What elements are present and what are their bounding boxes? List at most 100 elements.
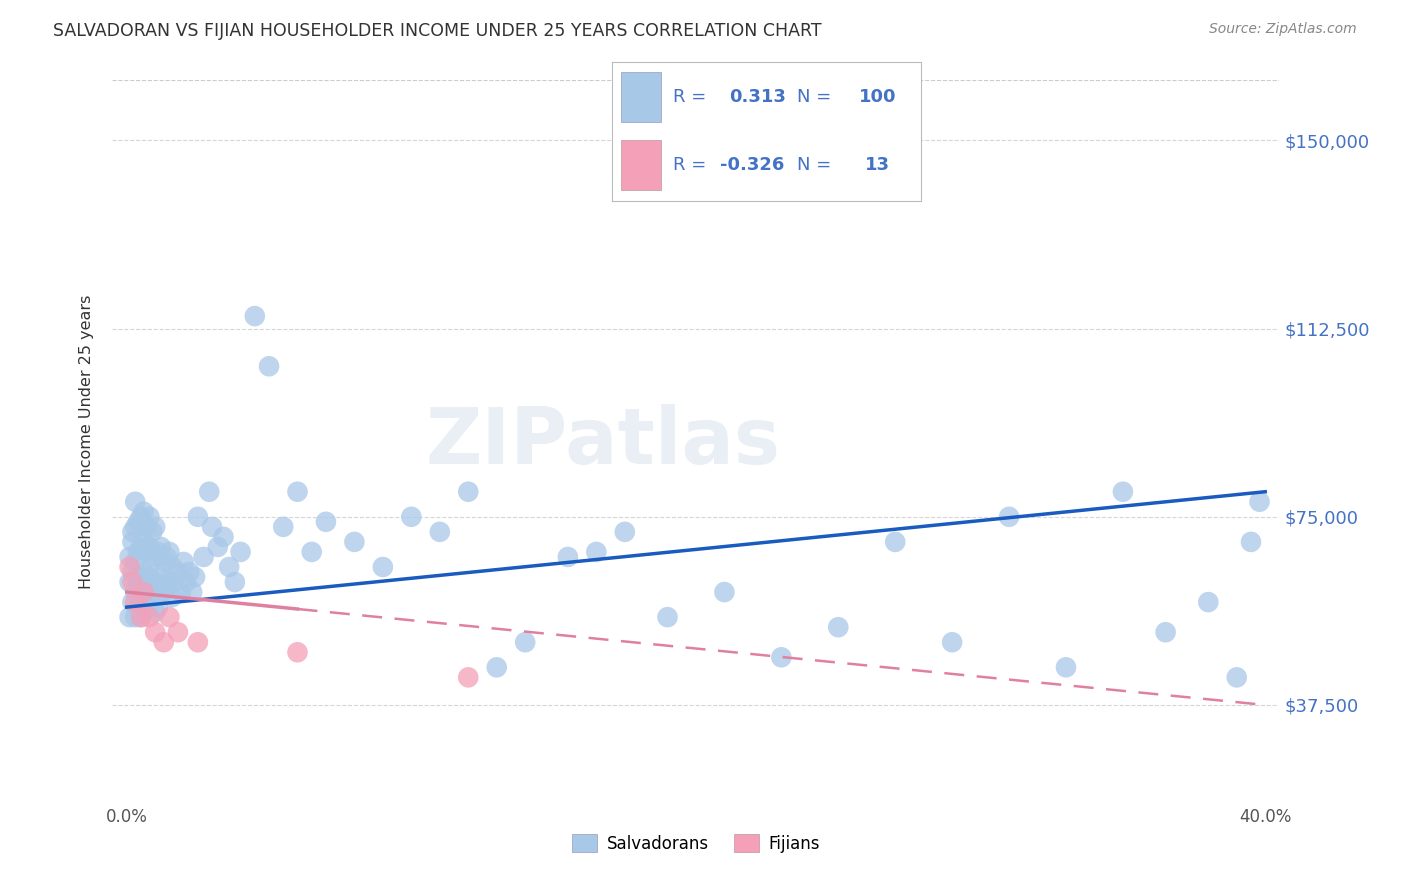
Point <box>162 560 184 574</box>
Point <box>138 610 160 624</box>
Point <box>135 545 157 559</box>
Point <box>152 635 174 649</box>
Point <box>138 595 160 609</box>
Text: -0.326: -0.326 <box>720 156 785 174</box>
Point <box>138 509 160 524</box>
Point <box>770 650 793 665</box>
Point <box>457 670 479 684</box>
Point <box>884 534 907 549</box>
Point <box>176 574 198 589</box>
Text: SALVADORAN VS FIJIAN HOUSEHOLDER INCOME UNDER 25 YEARS CORRELATION CHART: SALVADORAN VS FIJIAN HOUSEHOLDER INCOME … <box>53 22 823 40</box>
Point <box>152 555 174 569</box>
Point <box>121 595 143 609</box>
Point <box>157 574 180 589</box>
Point <box>118 574 141 589</box>
Point <box>129 610 152 624</box>
Point <box>118 610 141 624</box>
Point <box>271 520 294 534</box>
Point <box>146 545 169 559</box>
Point <box>218 560 240 574</box>
Text: Source: ZipAtlas.com: Source: ZipAtlas.com <box>1209 22 1357 37</box>
Point <box>155 549 177 564</box>
Point <box>165 574 187 589</box>
Point <box>1112 484 1135 499</box>
Point <box>179 565 201 579</box>
Point <box>135 574 157 589</box>
Point <box>135 520 157 534</box>
Point <box>181 585 204 599</box>
Point <box>257 359 280 374</box>
Point <box>138 570 160 584</box>
Point <box>157 545 180 559</box>
Point <box>143 580 166 594</box>
Point <box>121 574 143 589</box>
Point <box>1154 625 1177 640</box>
Point <box>149 570 172 584</box>
Point <box>162 590 184 604</box>
Text: R =: R = <box>673 88 707 106</box>
Point <box>187 635 209 649</box>
Point <box>224 574 246 589</box>
Point <box>143 625 166 640</box>
Point <box>129 540 152 554</box>
Bar <box>621 72 661 122</box>
Point <box>401 509 423 524</box>
Point <box>343 534 366 549</box>
Point <box>212 530 235 544</box>
Point <box>1197 595 1219 609</box>
Point <box>201 520 224 534</box>
Point <box>141 524 163 539</box>
Text: 0.313: 0.313 <box>730 88 786 106</box>
Point <box>138 540 160 554</box>
Y-axis label: Householder Income Under 25 years: Householder Income Under 25 years <box>79 294 94 589</box>
Point <box>124 610 146 624</box>
Point <box>124 595 146 609</box>
Point <box>657 610 679 624</box>
Point <box>146 600 169 615</box>
Point <box>143 605 166 619</box>
Point <box>155 580 177 594</box>
Point <box>557 549 579 564</box>
Text: N =: N = <box>797 88 831 106</box>
Point <box>124 555 146 569</box>
Point <box>132 534 155 549</box>
Point <box>1240 534 1263 549</box>
Point <box>124 585 146 599</box>
Point <box>124 520 146 534</box>
Point <box>371 560 394 574</box>
Point <box>429 524 451 539</box>
Point <box>287 645 309 659</box>
Text: N =: N = <box>797 156 831 174</box>
Point <box>121 534 143 549</box>
Point <box>229 545 252 559</box>
Point <box>301 545 323 559</box>
Point <box>143 549 166 564</box>
Point <box>998 509 1021 524</box>
Bar <box>621 140 661 190</box>
Point <box>585 545 607 559</box>
Point <box>184 570 207 584</box>
Point <box>132 585 155 599</box>
Point <box>132 505 155 519</box>
Point <box>315 515 337 529</box>
Point <box>132 565 155 579</box>
Point <box>118 560 141 574</box>
Point <box>129 610 152 624</box>
Point <box>187 509 209 524</box>
Text: ZIPatlas: ZIPatlas <box>425 403 780 480</box>
Point <box>827 620 849 634</box>
Text: 13: 13 <box>865 156 890 174</box>
Point <box>118 549 141 564</box>
Point <box>146 574 169 589</box>
Point <box>485 660 508 674</box>
Point <box>713 585 735 599</box>
Point <box>170 585 193 599</box>
Point <box>157 610 180 624</box>
Point <box>207 540 229 554</box>
Point <box>135 600 157 615</box>
Point <box>141 585 163 599</box>
Text: 100: 100 <box>859 88 897 106</box>
Legend: Salvadorans, Fijians: Salvadorans, Fijians <box>565 828 827 860</box>
Point <box>127 515 149 529</box>
Point <box>941 635 963 649</box>
